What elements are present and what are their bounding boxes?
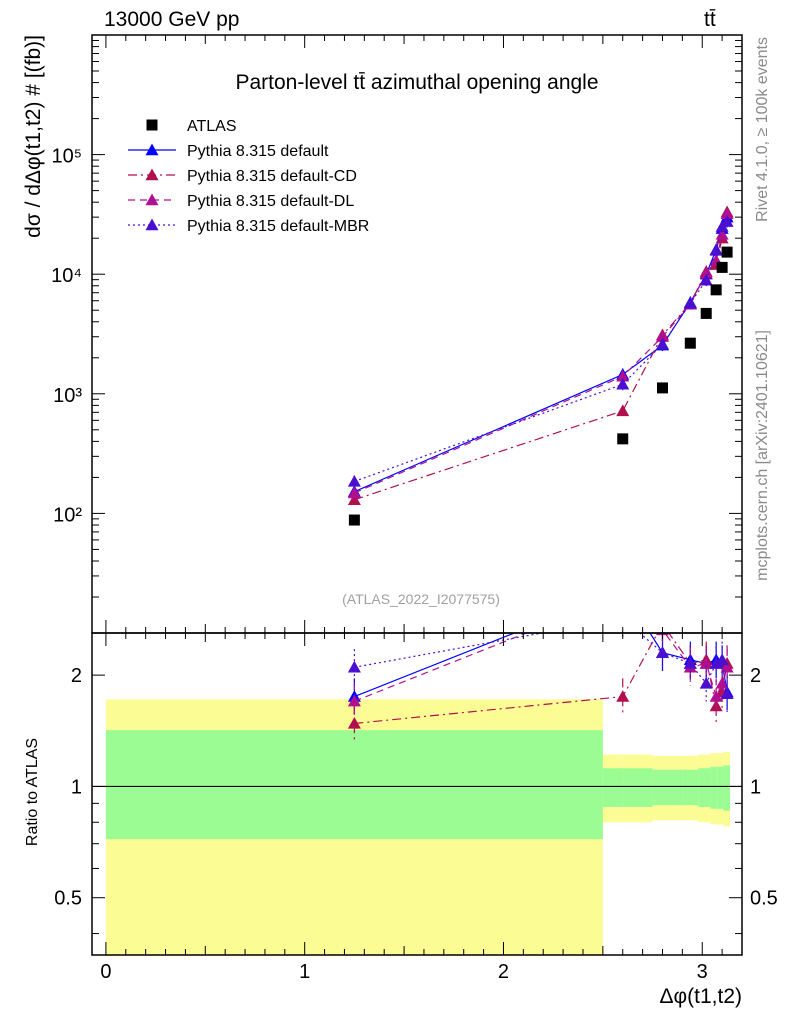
series-marker (683, 296, 697, 309)
legend-marker (145, 218, 159, 231)
series-marker (720, 207, 734, 219)
uncertainty-band-inner (652, 769, 683, 806)
data-point (684, 337, 696, 349)
data-point (721, 246, 733, 258)
ratio-y-tick-label-right: 2 (750, 665, 761, 687)
ratio-marker (720, 660, 734, 673)
data-point (700, 307, 712, 319)
ratio-marker (720, 687, 734, 700)
legend-entry: ATLAS (187, 118, 237, 135)
uncertainty-band-inner (682, 769, 699, 806)
legend-marker (145, 193, 159, 206)
main-plot-area (347, 205, 734, 526)
legend-marker (145, 143, 159, 156)
ratio-frame (91, 632, 743, 956)
ratio-marker (709, 657, 723, 669)
mcplots-label: mcplots.cern.ch [arXiv:2401.10621] (754, 330, 771, 581)
series-marker (655, 337, 669, 350)
y-axis-label: dσ / dΔφ(t1,t2) # [(fb)] (22, 35, 45, 238)
data-point (617, 433, 629, 445)
y-tick-label: 10⁵ (51, 146, 82, 168)
watermark: (ATLAS_2022_I2077575) (342, 591, 500, 607)
series-marker (347, 486, 361, 499)
ratio-marker (616, 588, 629, 600)
data-point (710, 284, 722, 296)
series-marker (655, 330, 669, 342)
series-marker (347, 474, 361, 487)
chart-title: Parton-level tt̄ azimuthal opening angle (235, 71, 598, 94)
ratio-marker (699, 657, 713, 669)
series-marker (715, 227, 729, 240)
x-tick-label: 2 (498, 961, 509, 983)
ratio-plot-area (92, 583, 742, 955)
series-marker (720, 215, 734, 227)
series-line-2 (354, 213, 728, 494)
ratio-y-tick-label: 2 (71, 665, 82, 687)
ratio-marker (709, 690, 723, 702)
series-marker (616, 369, 630, 382)
x-axis-label: Δφ(t1,t2) (660, 985, 743, 1008)
ratio-marker (616, 612, 629, 624)
y-tick-label: 10² (53, 504, 82, 526)
ratio-marker (616, 583, 629, 595)
process-label: tt̄ (704, 8, 716, 31)
legend-entry: Pythia 8.315 default-CD (187, 168, 357, 185)
uncertainty-band-inner (717, 766, 724, 809)
ratio-marker (347, 716, 361, 729)
series-line-0 (354, 216, 728, 493)
x-tick-label: 0 (100, 961, 111, 983)
series-marker (699, 273, 713, 286)
legend-entry: Pythia 8.315 default-MBR (187, 218, 369, 235)
ratio-line-3 (354, 633, 728, 694)
legend-marker (145, 168, 159, 181)
ratio-y-axis-label: Ratio to ATLAS (24, 738, 41, 846)
ratio-y-tick-label-right: 1 (750, 776, 761, 798)
legend-marker-data (146, 119, 158, 131)
series-marker (709, 243, 723, 256)
series-marker (616, 404, 630, 417)
ratio-y-tick-label: 0.5 (54, 888, 82, 910)
uncertainty-band-inner (710, 766, 718, 809)
uncertainty-band-inner (698, 768, 711, 807)
ratio-marker (655, 646, 669, 658)
legend-entry: Pythia 8.315 default (187, 143, 329, 160)
data-point (716, 261, 728, 273)
series-line-3 (354, 221, 728, 483)
y-tick-label: 10³ (53, 385, 82, 407)
x-tick-label: 3 (697, 961, 708, 983)
uncertainty-band-inner (622, 768, 653, 807)
ratio-y-tick-label: 1 (71, 776, 82, 798)
uncertainty-band-inner (105, 730, 603, 840)
legend-entry: Pythia 8.315 default-DL (187, 193, 354, 210)
data-point (348, 514, 360, 526)
series-marker (699, 266, 713, 279)
series-marker (347, 493, 361, 505)
series-line-1 (354, 212, 728, 501)
ratio-y-tick-label-right: 0.5 (750, 888, 778, 910)
data-point (656, 382, 668, 394)
ratio-marker (616, 690, 630, 702)
uncertainty-band-inner (602, 768, 623, 807)
ratio-marker (699, 676, 713, 689)
ratio-marker (715, 653, 729, 666)
y-tick-label: 10⁴ (51, 265, 82, 287)
uncertainty-band-inner (723, 765, 731, 811)
ratio-marker (347, 694, 361, 707)
series-marker (616, 377, 630, 390)
x-tick-label: 1 (299, 961, 310, 983)
energy-label: 13000 GeV pp (104, 8, 240, 31)
ratio-line-2 (354, 633, 728, 702)
ratio-marker (347, 660, 361, 673)
ratio-marker (683, 657, 697, 669)
rivet-label: Rivet 4.1.0, ≥ 100k events (754, 37, 771, 222)
